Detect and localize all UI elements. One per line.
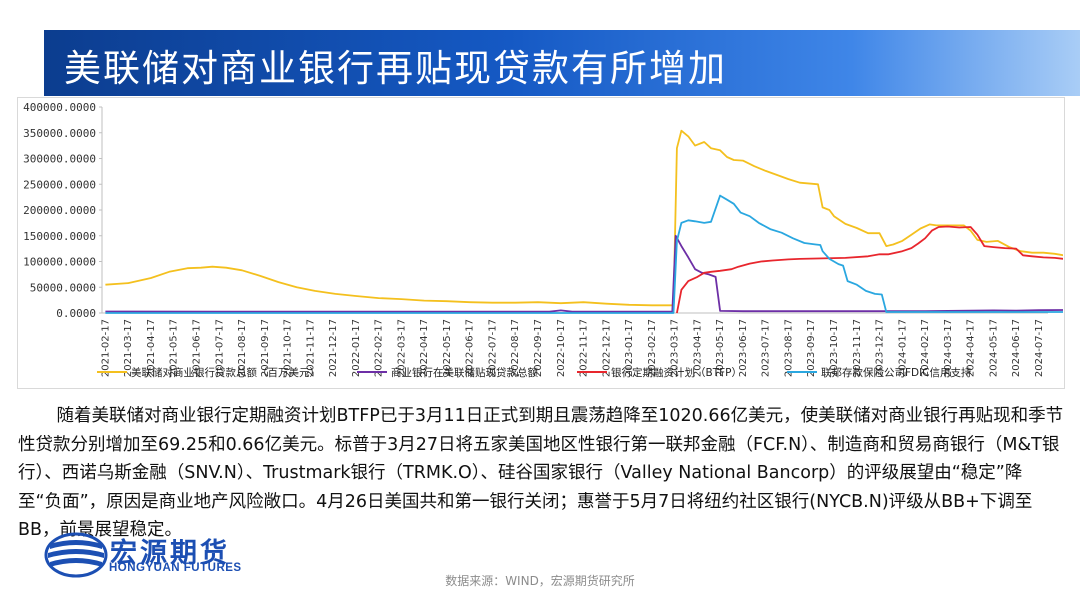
x-tick-label: 2023-02-17 <box>647 319 658 377</box>
x-tick-label: 2023-04-17 <box>692 319 703 377</box>
logo-text-en: HONGYUAN FUTURES <box>109 562 242 574</box>
x-tick-label: 2023-05-17 <box>715 319 726 377</box>
x-tick-label: 2021-06-17 <box>191 319 202 377</box>
y-tick-label: 150000.0000 <box>23 230 96 243</box>
x-tick-label: 2023-08-17 <box>783 319 794 377</box>
y-tick-label: 250000.0000 <box>23 178 96 191</box>
x-tick-label: 2023-12-17 <box>875 319 886 377</box>
x-tick-label: 2024-02-17 <box>920 319 931 377</box>
x-tick-label: 2022-11-17 <box>579 319 590 377</box>
series-line-4 <box>105 194 1063 314</box>
x-tick-label: 2021-03-17 <box>123 319 134 377</box>
y-tick-label: 0.0000 <box>56 307 96 320</box>
x-tick-label: 2023-01-17 <box>624 319 635 377</box>
x-tick-label: 2022-06-17 <box>465 319 476 377</box>
x-tick-label: 2022-01-17 <box>351 319 362 377</box>
x-tick-label: 2024-05-17 <box>988 319 999 377</box>
y-tick-label: 200000.0000 <box>23 204 96 217</box>
x-tick-label: 2021-11-17 <box>305 319 316 377</box>
series-line-3 <box>676 225 1063 314</box>
chart-frame <box>17 97 1065 389</box>
x-tick-label: 2023-07-17 <box>761 319 772 377</box>
hongyuan-logo-icon <box>44 532 108 578</box>
x-tick-label: 2024-01-17 <box>897 319 908 377</box>
x-tick-label: 2024-04-17 <box>966 319 977 377</box>
y-tick-label: 350000.0000 <box>23 127 96 140</box>
x-tick-label: 2023-11-17 <box>852 319 863 377</box>
x-tick-label: 2021-02-17 <box>100 319 111 377</box>
x-tick-label: 2022-10-17 <box>556 319 567 377</box>
legend-label-3: 银行定期融资计划（BTFP） <box>611 366 742 379</box>
x-tick-label: 2024-06-17 <box>1011 319 1022 377</box>
legend-label-2: 商业银行在美联储贴现贷款总额 <box>391 366 538 379</box>
x-tick-label: 2021-08-17 <box>237 319 248 377</box>
y-tick-label: 300000.0000 <box>23 153 96 166</box>
x-tick-label: 2023-10-17 <box>829 319 840 377</box>
y-tick-label: 100000.0000 <box>23 256 96 269</box>
line-chart: 400000.0000 350000.0000 300000.0000 250000.… <box>23 101 1063 379</box>
x-tick-label: 2021-09-17 <box>260 319 271 377</box>
y-tick-label: 50000.0000 <box>30 281 96 294</box>
x-tick-label: 2022-03-17 <box>396 319 407 377</box>
x-tick-label: 2022-05-17 <box>442 319 453 377</box>
x-tick-label: 2023-06-17 <box>738 319 749 377</box>
x-tick-label: 2022-07-17 <box>487 319 498 377</box>
x-tick-label: 2024-03-17 <box>943 319 954 377</box>
x-tick-label: 2023-09-17 <box>806 319 817 377</box>
x-tick-label: 2021-12-17 <box>328 319 339 377</box>
x-tick-label: 2021-05-17 <box>169 319 180 377</box>
data-source: 数据来源：WIND，宏源期货研究所 <box>445 574 635 588</box>
x-tick-label: 2022-12-17 <box>601 319 612 377</box>
series-line-2 <box>105 234 1063 313</box>
body-paragraph: 随着美联储对商业银行定期融资计划BTFP已于3月11日正式到期且震荡趋降至102… <box>18 406 1064 540</box>
x-tick-label: 2022-04-17 <box>419 319 430 377</box>
body-text: 随着美联储对商业银行定期融资计划BTFP已于3月11日正式到期且震荡趋降至102… <box>18 402 1066 545</box>
series-line-1 <box>105 129 1063 307</box>
title-bar <box>44 30 1080 96</box>
x-tick-label: 2022-09-17 <box>533 319 544 377</box>
x-tick-label: 2022-02-17 <box>374 319 385 377</box>
x-tick-label: 2021-10-17 <box>283 319 294 377</box>
legend-label-4: 联邦存款保险公司FDIC信用支持 <box>821 366 972 379</box>
x-tick-label: 2022-08-17 <box>510 319 521 377</box>
y-tick-label: 400000.0000 <box>23 101 96 114</box>
x-tick-label: 2023-03-17 <box>670 319 681 377</box>
x-tick-label: 2021-04-17 <box>146 319 157 377</box>
logo-text-cn: 宏源期货 <box>110 538 230 569</box>
legend-label-1: 美联储对商业银行贷款总额（百万美元） <box>131 366 320 379</box>
x-tick-label: 2024-07-17 <box>1034 319 1045 377</box>
page-title: 美联储对商业银行再贴现贷款有所增加 <box>64 47 727 90</box>
x-tick-label: 2021-07-17 <box>214 319 225 377</box>
